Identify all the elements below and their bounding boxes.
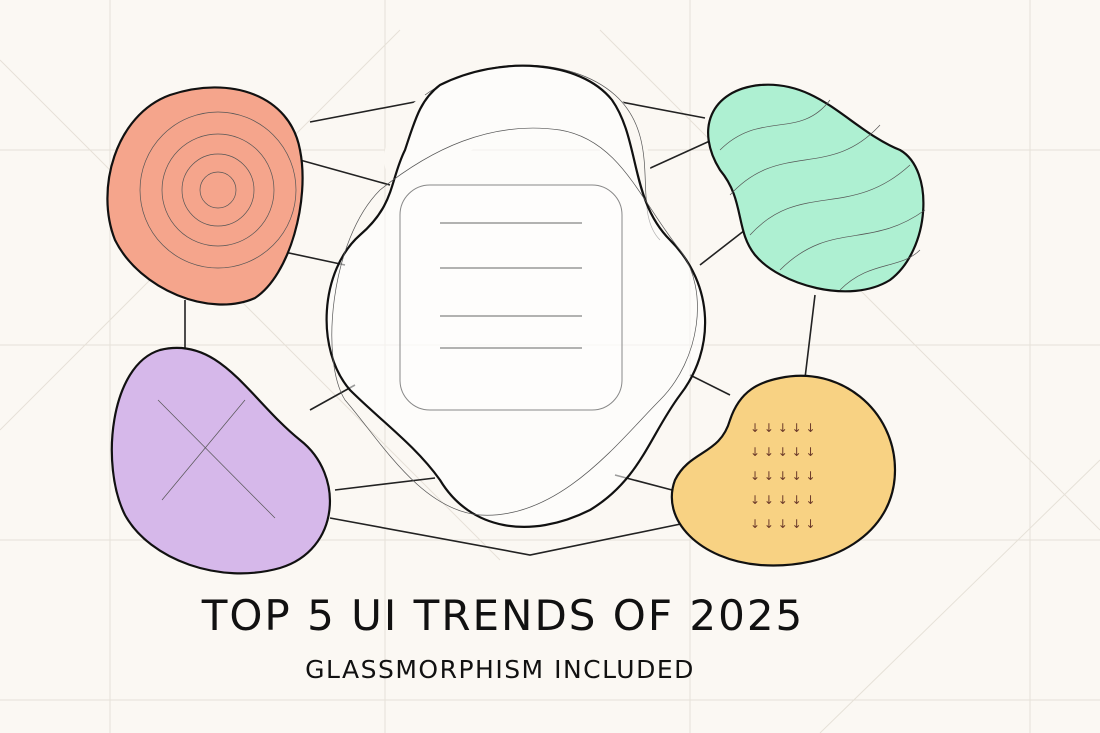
arrow-dots: ↓ ↓ ↓ ↓ ↓ ↓ ↓ ↓ ↓ ↓ ↓ ↓ ↓ ↓ ↓ ↓ ↓ ↓ ↓ ↓ ↓ … <box>750 421 816 531</box>
concentric-rings <box>139 111 297 269</box>
green-blob <box>707 83 925 293</box>
card-lines <box>440 222 582 349</box>
svg-text:↓ ↓ ↓ ↓ ↓: ↓ ↓ ↓ ↓ ↓ <box>750 493 816 507</box>
svg-text:↓ ↓ ↓ ↓ ↓: ↓ ↓ ↓ ↓ ↓ <box>750 517 816 531</box>
center-blob <box>325 64 707 528</box>
yellow-blob <box>670 374 897 567</box>
purple-blob <box>110 346 332 575</box>
cross-lines <box>157 399 276 519</box>
svg-text:↓ ↓ ↓ ↓ ↓: ↓ ↓ ↓ ↓ ↓ <box>750 421 816 435</box>
svg-text:↓ ↓ ↓ ↓ ↓: ↓ ↓ ↓ ↓ ↓ <box>750 469 816 483</box>
glass-card <box>399 184 623 411</box>
wave-lines <box>719 99 926 291</box>
subtitle: GLASSMORPHISM INCLUDED <box>305 655 695 684</box>
glass-ring <box>331 127 698 516</box>
svg-text:↓ ↓ ↓ ↓ ↓: ↓ ↓ ↓ ↓ ↓ <box>750 445 816 459</box>
connectors <box>184 97 816 556</box>
title: TOP 5 UI TRENDS OF 2025 <box>201 591 805 640</box>
